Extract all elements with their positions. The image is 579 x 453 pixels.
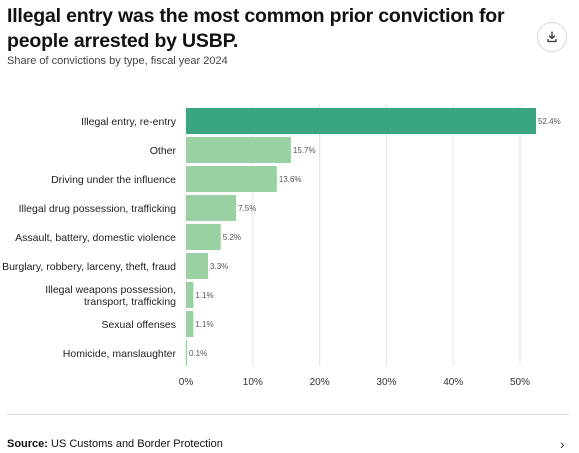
bar bbox=[186, 311, 194, 337]
x-tick-label: 30% bbox=[376, 377, 396, 388]
bar bbox=[186, 253, 209, 279]
chart-title: Illegal entry was the most common prior … bbox=[7, 5, 505, 52]
x-tick-label: 0% bbox=[179, 377, 194, 388]
category-label: Homicide, manslaughter bbox=[63, 348, 177, 360]
value-label: 1.1% bbox=[195, 320, 213, 329]
bar bbox=[186, 195, 237, 221]
chevron-right-icon[interactable]: › bbox=[560, 436, 565, 452]
value-label: 15.7% bbox=[293, 146, 316, 155]
download-icon bbox=[547, 31, 557, 43]
bar bbox=[186, 166, 277, 192]
x-tick-label: 50% bbox=[510, 377, 530, 388]
value-label: 7.5% bbox=[238, 204, 256, 213]
source-prefix: Source: bbox=[7, 438, 48, 450]
download-button[interactable] bbox=[537, 22, 567, 52]
x-tick-label: 10% bbox=[243, 377, 263, 388]
category-label: Driving under the influence bbox=[51, 174, 176, 186]
bar-chart: 0% 10% 20% 30% 40% 50% 52.4% Illegal entry, re-… bbox=[2, 104, 561, 388]
value-label: 13.6% bbox=[279, 175, 302, 184]
bar bbox=[186, 137, 291, 163]
bar bbox=[186, 108, 537, 134]
bar bbox=[186, 340, 187, 366]
value-label: 3.3% bbox=[210, 262, 228, 271]
footer-divider bbox=[7, 414, 569, 415]
x-tick-label: 40% bbox=[443, 377, 463, 388]
category-label: Illegal weapons possession, transport, tr… bbox=[45, 284, 176, 308]
source-text: US Customs and Border Protection bbox=[51, 438, 223, 450]
category-label: Assault, battery, domestic violence bbox=[15, 232, 176, 244]
category-label: Burglary, robbery, larceny, theft, fraud bbox=[2, 261, 176, 273]
value-label: 1.1% bbox=[195, 291, 213, 300]
category-label: Illegal entry, re-entry bbox=[81, 116, 177, 128]
value-label: 5.2% bbox=[223, 233, 241, 242]
source-note: Source: US Customs and Border Protection bbox=[7, 438, 223, 450]
value-label: 52.4% bbox=[538, 117, 561, 126]
bar bbox=[186, 224, 221, 250]
category-label: Other bbox=[150, 145, 177, 157]
value-label: 0.1% bbox=[189, 349, 207, 358]
category-label: Illegal drug possession, trafficking bbox=[19, 203, 177, 215]
x-tick-label: 20% bbox=[310, 377, 330, 388]
chart-subtitle: Share of convictions by type, fiscal yea… bbox=[7, 55, 228, 67]
bar bbox=[186, 282, 194, 308]
category-label: Sexual offenses bbox=[101, 319, 176, 331]
